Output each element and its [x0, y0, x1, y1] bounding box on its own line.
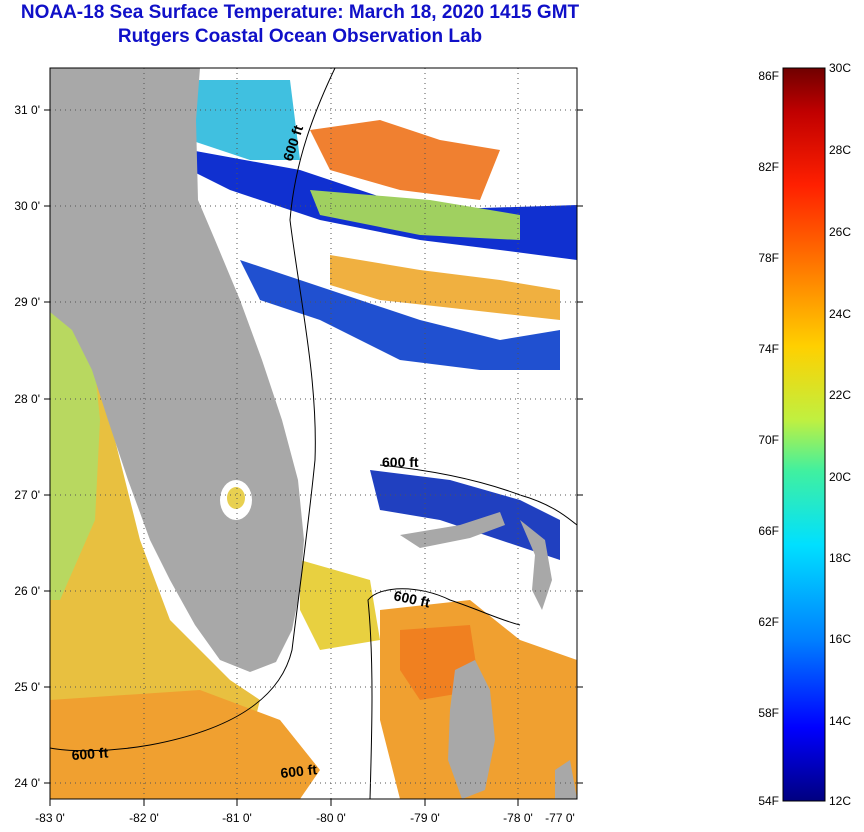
contour-600ft-east-florida [50, 68, 336, 752]
gulf-water-greenish [50, 300, 100, 600]
fahrenheit-label: 58F [758, 706, 779, 720]
contour-600ft-little-bahama [379, 464, 577, 526]
celsius-label: 14C [829, 714, 851, 728]
mid-warm-band [330, 255, 560, 320]
celsius-label: 22C [829, 388, 851, 402]
celsius-label: 30C [829, 61, 851, 75]
lake-okeechobee-water [227, 487, 245, 509]
axis-ticks [44, 109, 583, 806]
map-frame [49, 67, 578, 800]
eleuthera-land [555, 760, 577, 799]
contour-label-great-bahama: 600 ft [392, 587, 431, 610]
temperature-colorbar [782, 67, 826, 802]
florida-land [50, 68, 304, 672]
fahrenheit-label: 74F [758, 342, 779, 356]
celsius-label: 26C [829, 225, 851, 239]
lon-label: -83 0' [35, 811, 65, 825]
lat-label: 25 0' [14, 680, 40, 694]
lat-label: 29 0' [14, 295, 40, 309]
abaco-land [520, 520, 552, 610]
lat-labels: 31 0' 30 0' 29 0' 28 0' 27 0' 26 0' 25 0… [14, 103, 40, 790]
celsius-label: 12C [829, 794, 851, 808]
fahrenheit-label: 78F [758, 251, 779, 265]
florida-straits-patch [300, 560, 380, 650]
colorbar-fahrenheit-labels: 86F 82F 78F 74F 70F 66F 62F 58F 54F [758, 69, 779, 808]
colorbar-celsius-labels: 30C 28C 26C 24C 22C 20C 18C 16C 14C 12C [829, 61, 851, 808]
lat-label: 28 0' [14, 392, 40, 406]
keys-warm-water [50, 690, 320, 799]
north-warm-patch [310, 120, 500, 200]
lon-label: -77 0' [545, 811, 575, 825]
fahrenheit-label: 62F [758, 615, 779, 629]
celsius-label: 20C [829, 470, 851, 484]
grand-bahama-land [400, 512, 505, 548]
map-title: NOAA-18 Sea Surface Temperature: March 1… [20, 2, 580, 23]
fahrenheit-label: 66F [758, 524, 779, 538]
map-subtitle: Rutgers Coastal Ocean Observation Lab [117, 26, 483, 47]
lat-label: 26 0' [14, 584, 40, 598]
lon-label: -78 0' [503, 811, 533, 825]
lat-label: 24 0' [14, 776, 40, 790]
lat-label: 30 0' [14, 199, 40, 213]
lon-label: -79 0' [410, 811, 440, 825]
andros-land [448, 660, 495, 799]
celsius-label: 18C [829, 551, 851, 565]
bahamas-cold-patch [370, 470, 560, 560]
sst-map: 600 ft 600 ft 600 ft 600 ft 600 ft [50, 68, 577, 799]
contour-label-keys-south: 600 ft [280, 761, 318, 781]
north-cyan-band [190, 80, 300, 160]
fahrenheit-label: 86F [758, 69, 779, 83]
fahrenheit-label: 82F [758, 160, 779, 174]
fahrenheit-label: 70F [758, 433, 779, 447]
lon-labels: -83 0' -82 0' -81 0' -80 0' -79 0' -78 0… [35, 811, 575, 825]
fahrenheit-label: 54F [758, 794, 779, 808]
lat-label: 27 0' [14, 488, 40, 502]
graticule [50, 68, 577, 799]
contour-label-keys-west: 600 ft [71, 744, 109, 763]
gulf-water-region [50, 300, 260, 760]
north-green-patch [310, 190, 520, 240]
contour-600ft-great-bahama [367, 588, 521, 799]
lon-label: -82 0' [129, 811, 159, 825]
lat-label: 31 0' [14, 103, 40, 117]
celsius-label: 16C [829, 632, 851, 646]
mid-cold-band [240, 260, 560, 370]
contour-label-little-bahama: 600 ft [382, 454, 419, 470]
lon-label: -80 0' [316, 811, 346, 825]
lon-label: -81 0' [222, 811, 252, 825]
celsius-label: 28C [829, 143, 851, 157]
celsius-label: 24C [829, 307, 851, 321]
